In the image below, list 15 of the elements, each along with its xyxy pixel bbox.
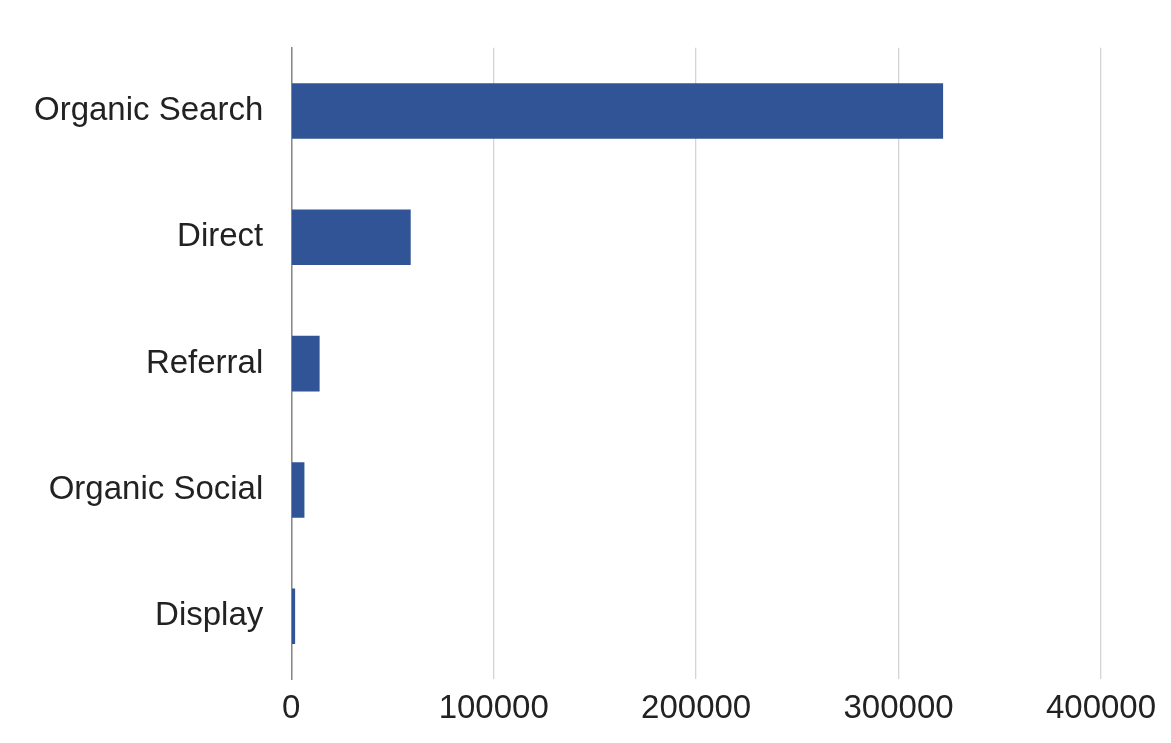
y-tick-label: Referral: [145, 342, 264, 380]
x-tick-label: 200000: [641, 688, 752, 726]
x-tick-label: 100000: [438, 688, 549, 726]
x-tick-label: 400000: [1045, 688, 1157, 726]
bar: [291, 209, 411, 266]
x-tick-label: 0: [282, 688, 301, 726]
x-tick-label: 300000: [843, 688, 954, 726]
bar: [291, 335, 320, 392]
bar: [291, 462, 305, 518]
y-tick-label: Organic Search: [33, 90, 264, 128]
y-tick-label: Display: [155, 595, 264, 633]
bar: [291, 588, 296, 645]
y-tick-label: Organic Social: [48, 469, 264, 507]
bar: [291, 83, 944, 139]
y-tick-label: Direct: [177, 216, 264, 254]
